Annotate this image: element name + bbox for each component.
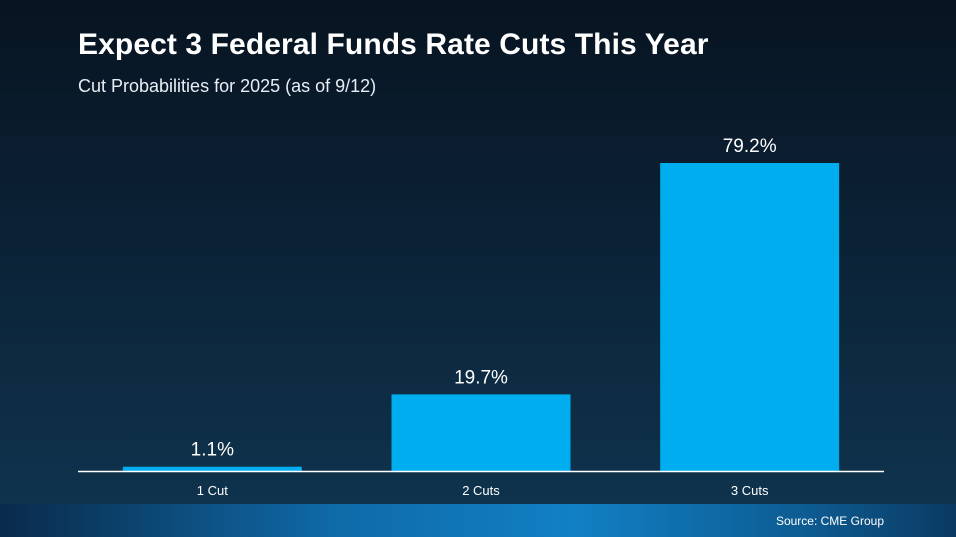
data-label: 1.1% <box>191 440 234 461</box>
data-label: 19.7% <box>454 367 508 388</box>
x-tick-label: 1 Cut <box>197 483 228 498</box>
chart-title: Expect 3 Federal Funds Rate Cuts This Ye… <box>78 28 709 61</box>
bar-2-cuts <box>391 394 571 471</box>
chart-subtitle: Cut Probabilities for 2025 (as of 9/12) <box>78 76 377 96</box>
source-note: Source: CME Group <box>775 514 884 528</box>
footer-band <box>0 504 956 537</box>
bar-1-cut <box>122 466 302 471</box>
x-tick-label: 3 Cuts <box>731 483 769 498</box>
x-tick-label: 2 Cuts <box>462 483 500 498</box>
bar-3-cuts <box>660 163 840 471</box>
data-label: 79.2% <box>723 136 777 157</box>
